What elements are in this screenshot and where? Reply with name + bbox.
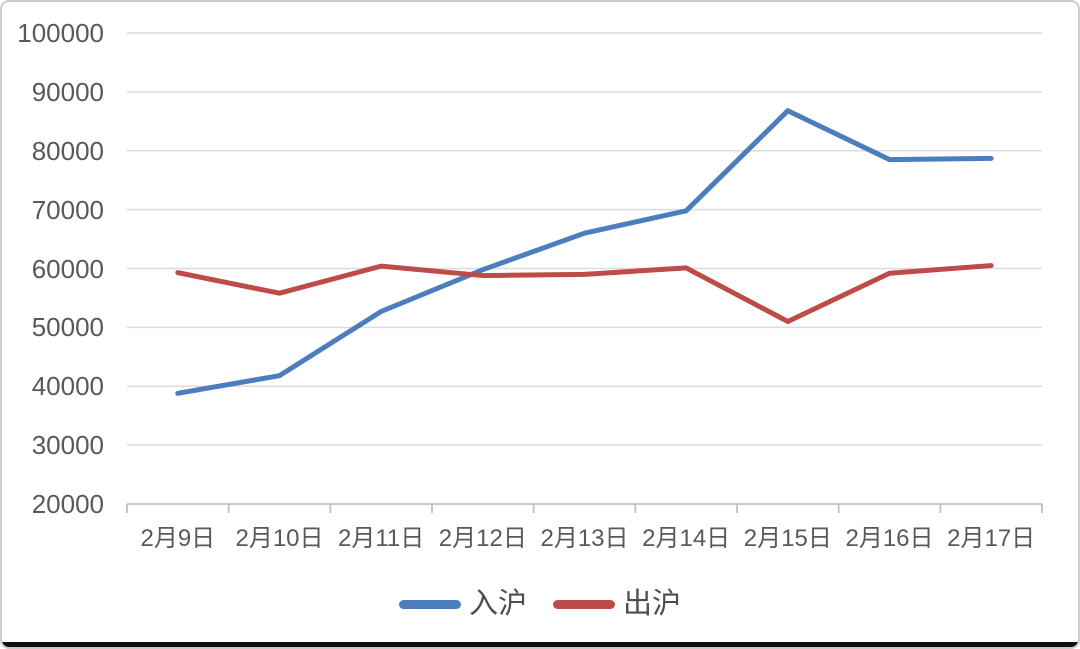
x-axis-label: 2月17日 bbox=[947, 525, 1036, 552]
y-axis-label: 80000 bbox=[31, 135, 104, 166]
y-axis-label: 100000 bbox=[17, 18, 104, 48]
x-axis-label: 2月10日 bbox=[235, 525, 324, 552]
x-axis-label: 2月16日 bbox=[845, 525, 934, 552]
legend-item-entering-shanghai: 入沪 bbox=[398, 588, 527, 620]
y-axis-label: 50000 bbox=[31, 312, 104, 343]
x-axis-label: 2月11日 bbox=[338, 525, 425, 552]
y-axis-label: 30000 bbox=[31, 430, 104, 461]
legend-label-leaving: 出沪 bbox=[623, 588, 682, 620]
series-line-entering-shanghai bbox=[175, 108, 994, 396]
image-bottom-edge bbox=[2, 642, 1078, 647]
legend-line-swatch-leaving bbox=[553, 599, 615, 609]
y-axis-label: 70000 bbox=[31, 194, 104, 225]
y-axis-label: 40000 bbox=[31, 371, 104, 402]
x-axis-label: 2月12日 bbox=[438, 525, 527, 552]
x-axis-label: 2月14日 bbox=[642, 525, 731, 552]
y-axis-label: 60000 bbox=[31, 253, 104, 284]
legend-label-entering: 入沪 bbox=[468, 588, 527, 620]
x-axis-label: 2月13日 bbox=[540, 525, 629, 552]
legend: 入沪 出沪 bbox=[2, 587, 1078, 621]
y-axis-label: 90000 bbox=[31, 76, 104, 107]
legend-item-leaving-shanghai: 出沪 bbox=[553, 589, 681, 619]
x-axis-label: 2月9日 bbox=[140, 525, 216, 552]
y-axis-label: 20000 bbox=[31, 489, 104, 519]
series-line-leaving-shanghai bbox=[175, 263, 994, 324]
x-axis-label: 2月15日 bbox=[743, 525, 832, 552]
legend-line-swatch-entering bbox=[398, 599, 461, 609]
